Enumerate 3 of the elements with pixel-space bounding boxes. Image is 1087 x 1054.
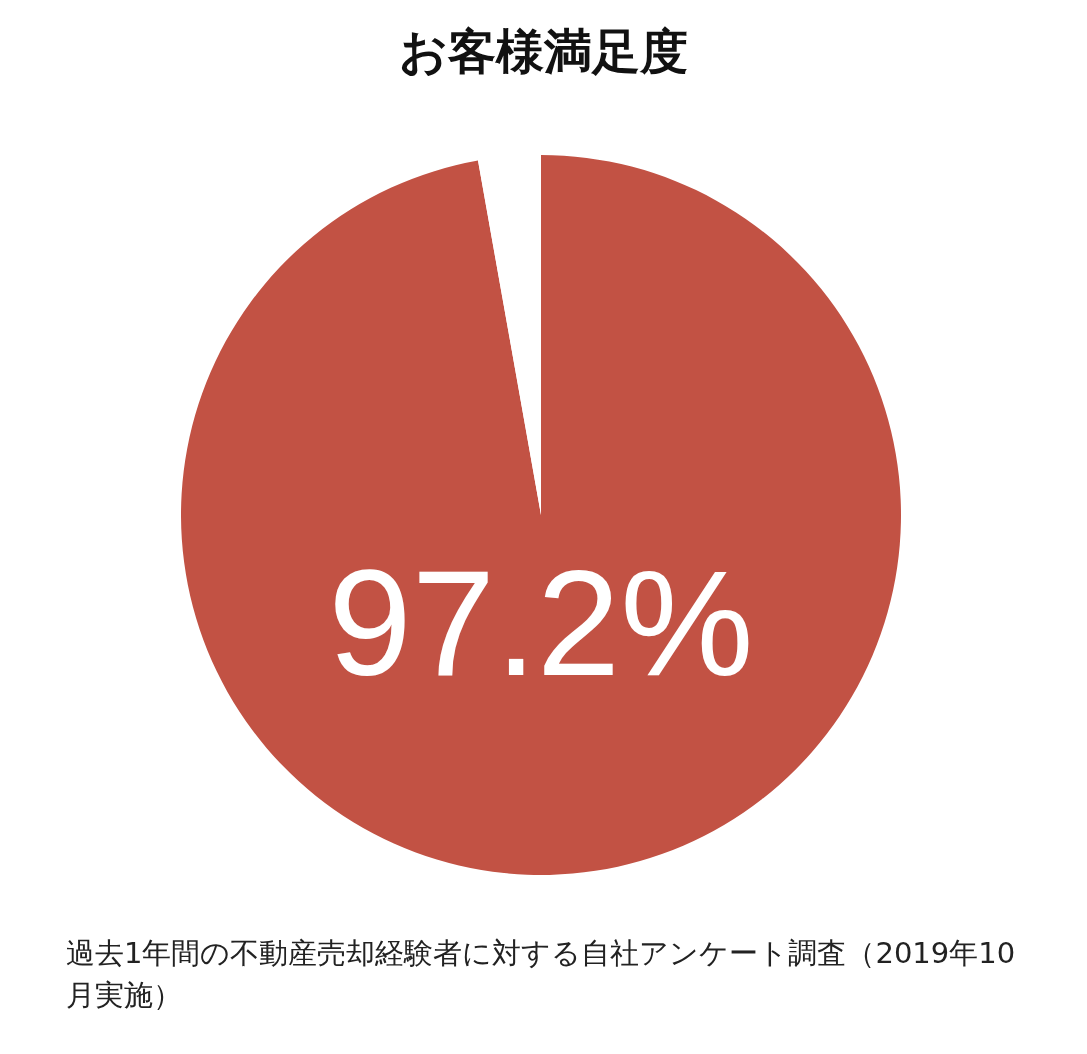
- chart-title: お客様満足度: [399, 23, 688, 79]
- text: 過去1年間の不動産売却経験者に対する自社アンケート調査（2019年10月実施）: [66, 935, 1017, 1014]
- data-label: 97.2%: [328, 539, 754, 707]
